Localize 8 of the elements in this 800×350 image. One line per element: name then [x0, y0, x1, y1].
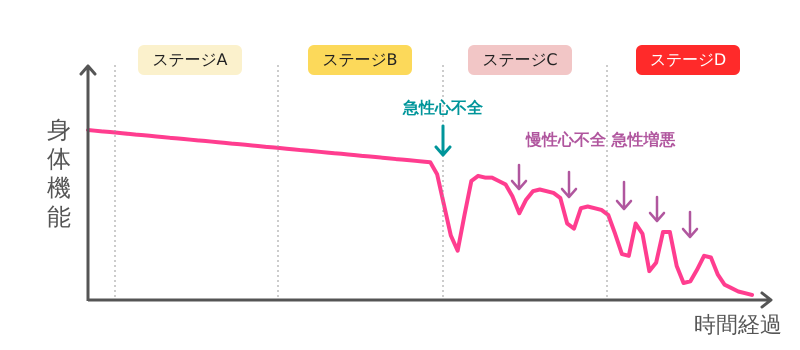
text: ステージB: [308, 45, 412, 75]
text: ステージD: [636, 45, 740, 75]
y-axis-title: 身体機能: [46, 116, 72, 232]
annotation: 慢性心不全 急性増悪: [526, 130, 677, 151]
text: ステージC: [468, 45, 572, 75]
x-axis-title: 時間経過: [693, 312, 782, 340]
text: ステージA: [138, 45, 242, 75]
text: 急性心不全: [402, 98, 484, 119]
